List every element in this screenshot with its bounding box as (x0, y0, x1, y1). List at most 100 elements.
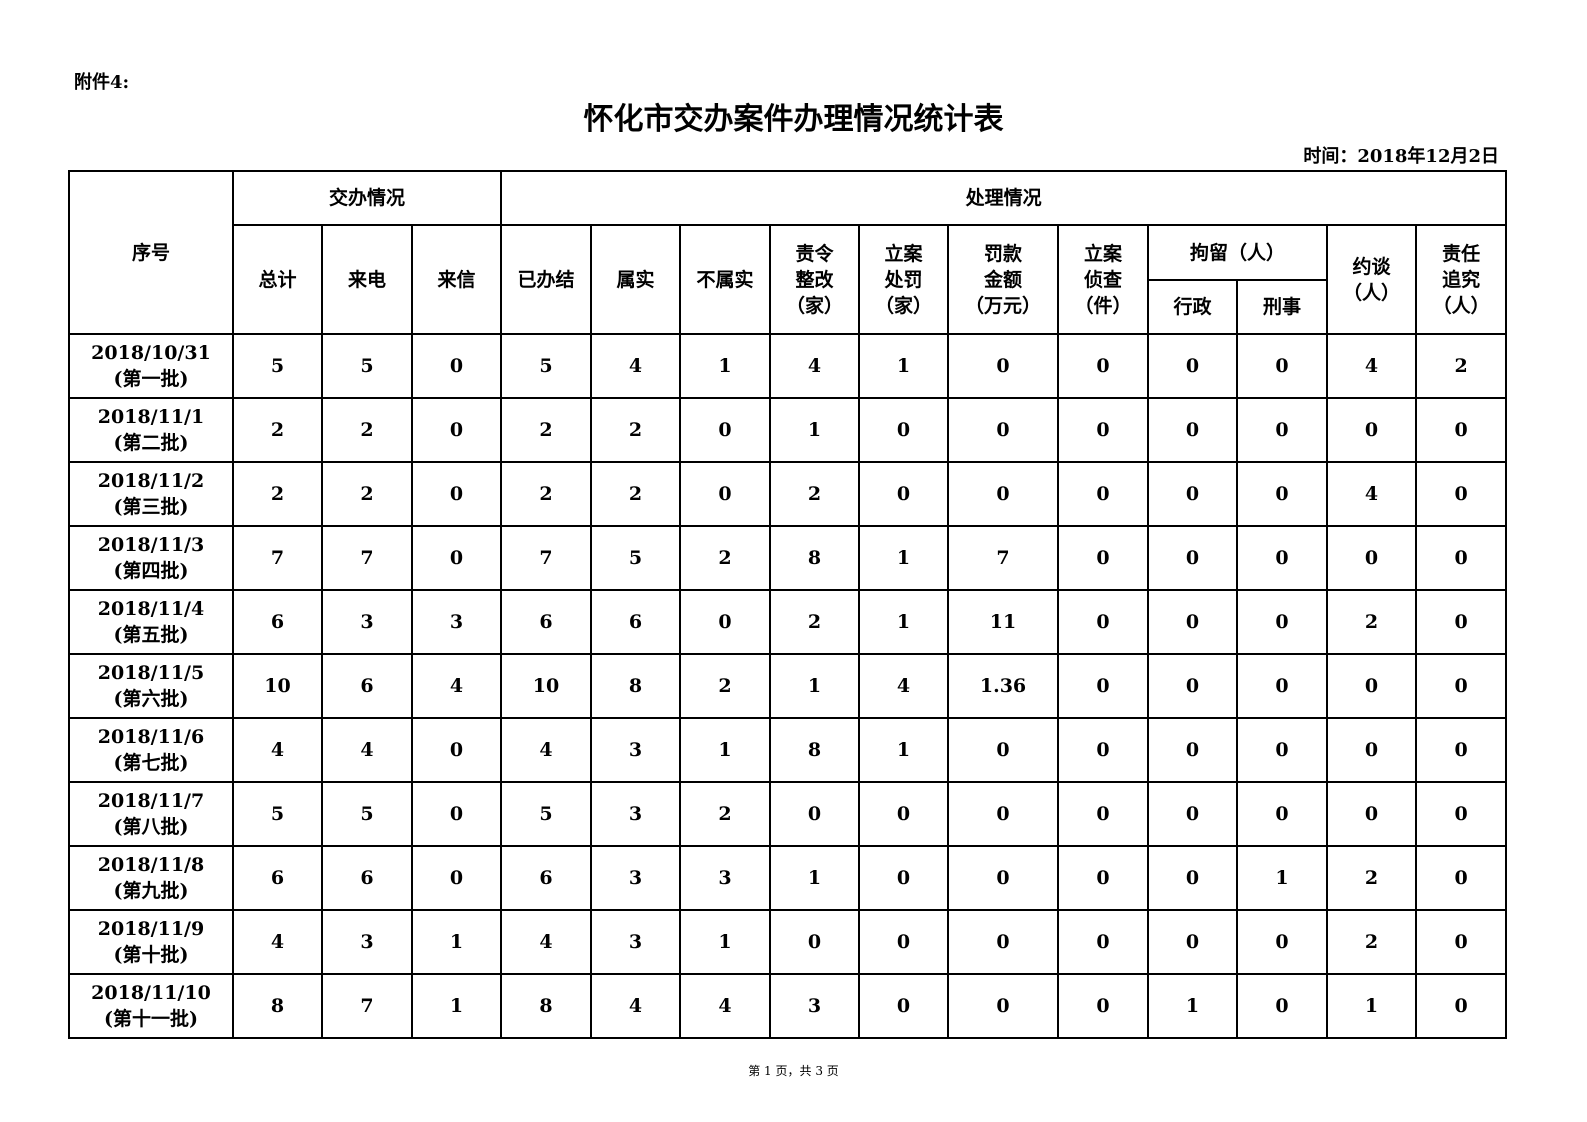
table-cell: 0 (1415, 845, 1508, 911)
row-date: 2018/11/7 (97, 790, 205, 812)
row-date: 2018/10/31 (91, 342, 211, 364)
header-seq: 序号 (68, 170, 234, 335)
table-cell: 0 (1326, 653, 1418, 719)
header-investigate: 立案 侦查 （件） (1057, 224, 1150, 335)
table-cell: 4 (500, 909, 593, 975)
table-cell: 0 (679, 461, 772, 527)
table-cell: 1 (410, 973, 503, 1039)
table-cell: 7 (321, 973, 413, 1039)
table-cell: 1 (679, 717, 772, 783)
table-row: 2018/11/7 (第八批) 5 5 0 5 3 2 0 0 0 0 0 0 0 0 (68, 781, 1508, 847)
table-cell: 3 (410, 589, 503, 655)
table-cell: 4 (321, 717, 413, 783)
table-cell: 0 (1415, 717, 1508, 783)
header-letter: 来信 (410, 224, 503, 335)
table-cell: 1 (858, 589, 950, 655)
row-date: 2018/11/5 (97, 662, 205, 684)
table-cell: 3 (321, 909, 413, 975)
header-penalty: 立案 处罚 （家） (858, 224, 950, 335)
table-cell: 1 (769, 397, 861, 463)
row-batch: (第七批) (113, 752, 189, 774)
table-cell: 7 (500, 525, 593, 591)
table-cell: 2 (769, 461, 861, 527)
table-cell: 0 (1415, 653, 1508, 719)
table-cell: 1 (769, 845, 861, 911)
table-cell: 7 (321, 525, 413, 591)
table-cell: 8 (232, 973, 323, 1039)
table-cell: 0 (410, 397, 503, 463)
table-cell: 2 (232, 461, 323, 527)
row-batch: (第三批) (113, 496, 189, 518)
table-cell: 0 (1147, 461, 1239, 527)
table-cell: 0 (1147, 397, 1239, 463)
row-batch: (第十批) (113, 944, 189, 966)
table-cell: 5 (500, 333, 593, 399)
table-cell: 1.36 (947, 653, 1060, 719)
table-cell: 2 (590, 461, 682, 527)
row-batch: (第二批) (113, 432, 189, 454)
table-cell: 3 (321, 589, 413, 655)
table-cell: 0 (858, 461, 950, 527)
table-cell: 0 (1147, 845, 1239, 911)
table-cell: 0 (1057, 845, 1150, 911)
table-cell: 4 (232, 717, 323, 783)
table-cell: 0 (1057, 461, 1150, 527)
row-date: 2018/11/2 (97, 470, 205, 492)
header-done: 已办结 (500, 224, 593, 335)
table-cell: 1 (679, 909, 772, 975)
table-cell: 2 (321, 397, 413, 463)
row-date: 2018/11/8 (97, 854, 205, 876)
table-cell: 4 (1326, 461, 1418, 527)
table-cell: 0 (858, 781, 950, 847)
row-batch: (第九批) (113, 880, 189, 902)
table-cell: 2 (590, 397, 682, 463)
table-cell: 3 (590, 717, 682, 783)
table-cell: 0 (1147, 525, 1239, 591)
table-cell: 0 (1147, 653, 1239, 719)
table-row: 2018/11/6 (第七批) 4 4 0 4 3 1 8 1 0 0 0 0 0 0 (68, 717, 1508, 783)
table-cell: 6 (321, 653, 413, 719)
header-criminal: 刑事 (1236, 279, 1329, 335)
row-seq: 2018/11/10 (第十一批) (68, 973, 234, 1039)
table-cell: 0 (1415, 973, 1508, 1039)
row-date: 2018/11/10 (91, 982, 211, 1004)
table-cell: 0 (1057, 717, 1150, 783)
table-cell: 0 (947, 333, 1060, 399)
table-cell: 2 (1326, 909, 1418, 975)
statistics-table: 序号 交办情况 处理情况 总计 来电 来信 已办结 属实 不属实 责令 整改 （… (68, 170, 1508, 1039)
table-cell: 0 (1415, 525, 1508, 591)
table-cell: 0 (1057, 525, 1150, 591)
table-cell: 0 (410, 717, 503, 783)
header-false: 不属实 (679, 224, 772, 335)
table-cell: 0 (1326, 781, 1418, 847)
table-cell: 2 (500, 397, 593, 463)
table-cell: 0 (679, 589, 772, 655)
table-row: 2018/10/31 (第一批) 5 5 0 5 4 1 4 1 0 0 0 0 4 2 (68, 333, 1508, 399)
table-cell: 5 (321, 333, 413, 399)
row-seq: 2018/11/1 (第二批) (68, 397, 234, 463)
table-cell: 10 (232, 653, 323, 719)
table-cell: 6 (232, 845, 323, 911)
table-cell: 0 (1057, 333, 1150, 399)
table-cell: 4 (590, 973, 682, 1039)
table-cell: 3 (679, 845, 772, 911)
table-cell: 0 (947, 461, 1060, 527)
row-seq: 2018/11/3 (第四批) (68, 525, 234, 591)
table-cell: 0 (1236, 909, 1329, 975)
table-cell: 4 (1326, 333, 1418, 399)
table-cell: 0 (1147, 909, 1239, 975)
table-cell: 4 (590, 333, 682, 399)
table-row: 2018/11/5 (第六批) 10 6 4 10 8 2 1 4 1.36 0 0 0 0 0 (68, 653, 1508, 719)
header-true: 属实 (590, 224, 682, 335)
row-batch: (第八批) (113, 816, 189, 838)
table-cell: 8 (500, 973, 593, 1039)
table-row: 2018/11/8 (第九批) 6 6 0 6 3 3 1 0 0 0 0 1 2 0 (68, 845, 1508, 911)
table-cell: 2 (321, 461, 413, 527)
header-rectify: 责令 整改 （家） (769, 224, 861, 335)
table-cell: 1 (858, 717, 950, 783)
table-row: 2018/11/3 (第四批) 7 7 0 7 5 2 8 1 7 0 0 0 0 0 (68, 525, 1508, 591)
table-cell: 0 (1326, 397, 1418, 463)
table-cell: 0 (858, 973, 950, 1039)
table-cell: 4 (769, 333, 861, 399)
table-cell: 4 (679, 973, 772, 1039)
